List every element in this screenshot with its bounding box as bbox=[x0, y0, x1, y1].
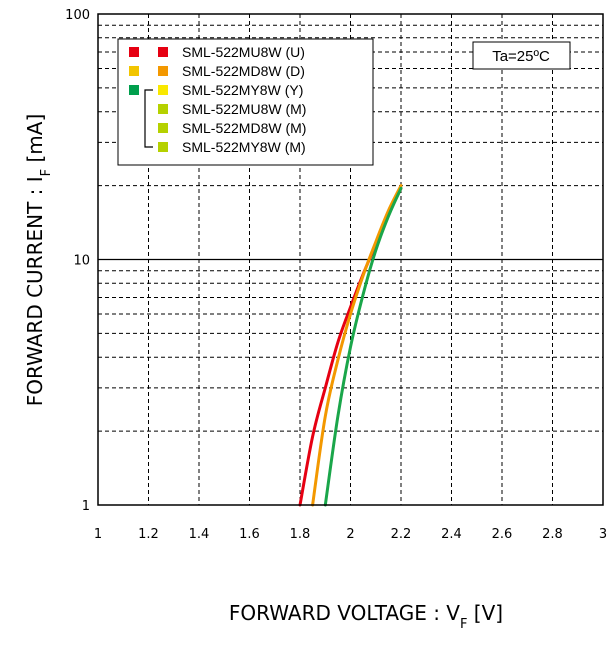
series-group bbox=[298, 184, 403, 507]
series-line bbox=[323, 186, 403, 507]
legend-label: SML-522MY8W (M) bbox=[182, 139, 306, 155]
y-tick-label: 10 bbox=[73, 254, 90, 269]
y-tick-labels: 1 10 100 bbox=[65, 8, 90, 514]
legend-swatch bbox=[158, 66, 168, 76]
legend-swatch bbox=[158, 123, 168, 133]
legend-label: SML-522MD8W (M) bbox=[182, 120, 306, 136]
legend-group-marker bbox=[129, 66, 139, 76]
x-tick-label: 2.2 bbox=[391, 527, 412, 542]
x-tick-label: 2.4 bbox=[441, 527, 462, 542]
legend-label: SML-522MU8W (U) bbox=[182, 44, 305, 60]
x-tick-label: 1.8 bbox=[290, 527, 311, 542]
series-line bbox=[311, 184, 403, 507]
legend-group-bracket bbox=[144, 89, 153, 148]
y-tick-label: 1 bbox=[82, 499, 90, 514]
x-tick-label: 1 bbox=[94, 527, 102, 542]
x-tick-label: 2.6 bbox=[492, 527, 513, 542]
legend-label: SML-522MD8W (D) bbox=[182, 63, 305, 79]
legend-swatch bbox=[158, 104, 168, 114]
x-tick-label: 2 bbox=[346, 527, 354, 542]
legend-swatch bbox=[158, 142, 168, 152]
legend-group-marker bbox=[129, 47, 139, 57]
legend-label: SML-522MU8W (M) bbox=[182, 101, 306, 117]
y-tick-label: 100 bbox=[65, 8, 90, 23]
legend: SML-522MU8W (U) SML-522MD8W (D) SML-522MY8… bbox=[117, 38, 374, 166]
legend-swatch bbox=[158, 47, 168, 57]
x-tick-label: 1.2 bbox=[138, 527, 159, 542]
x-tick-label: 1.4 bbox=[189, 527, 210, 542]
y-axis-title: FORWARD CURRENT : IF [mA] bbox=[23, 114, 54, 407]
legend-group-marker bbox=[129, 85, 139, 95]
condition-box: Ta=25ºC bbox=[472, 41, 571, 70]
legend-swatch bbox=[158, 85, 168, 95]
condition-label: Ta=25ºC bbox=[492, 48, 550, 65]
x-axis-title: FORWARD VOLTAGE : VF [V] bbox=[229, 601, 503, 632]
plot-frame bbox=[97, 13, 604, 506]
x-tick-label: 3 bbox=[599, 527, 607, 542]
x-tick-label: 1.6 bbox=[239, 527, 260, 542]
legend-label: SML-522MY8W (Y) bbox=[182, 82, 303, 98]
x-tick-label: 2.8 bbox=[542, 527, 563, 542]
x-tick-labels: 1 1.2 1.4 1.6 1.8 2 2.2 2.4 2.6 2.8 3 bbox=[94, 527, 607, 542]
